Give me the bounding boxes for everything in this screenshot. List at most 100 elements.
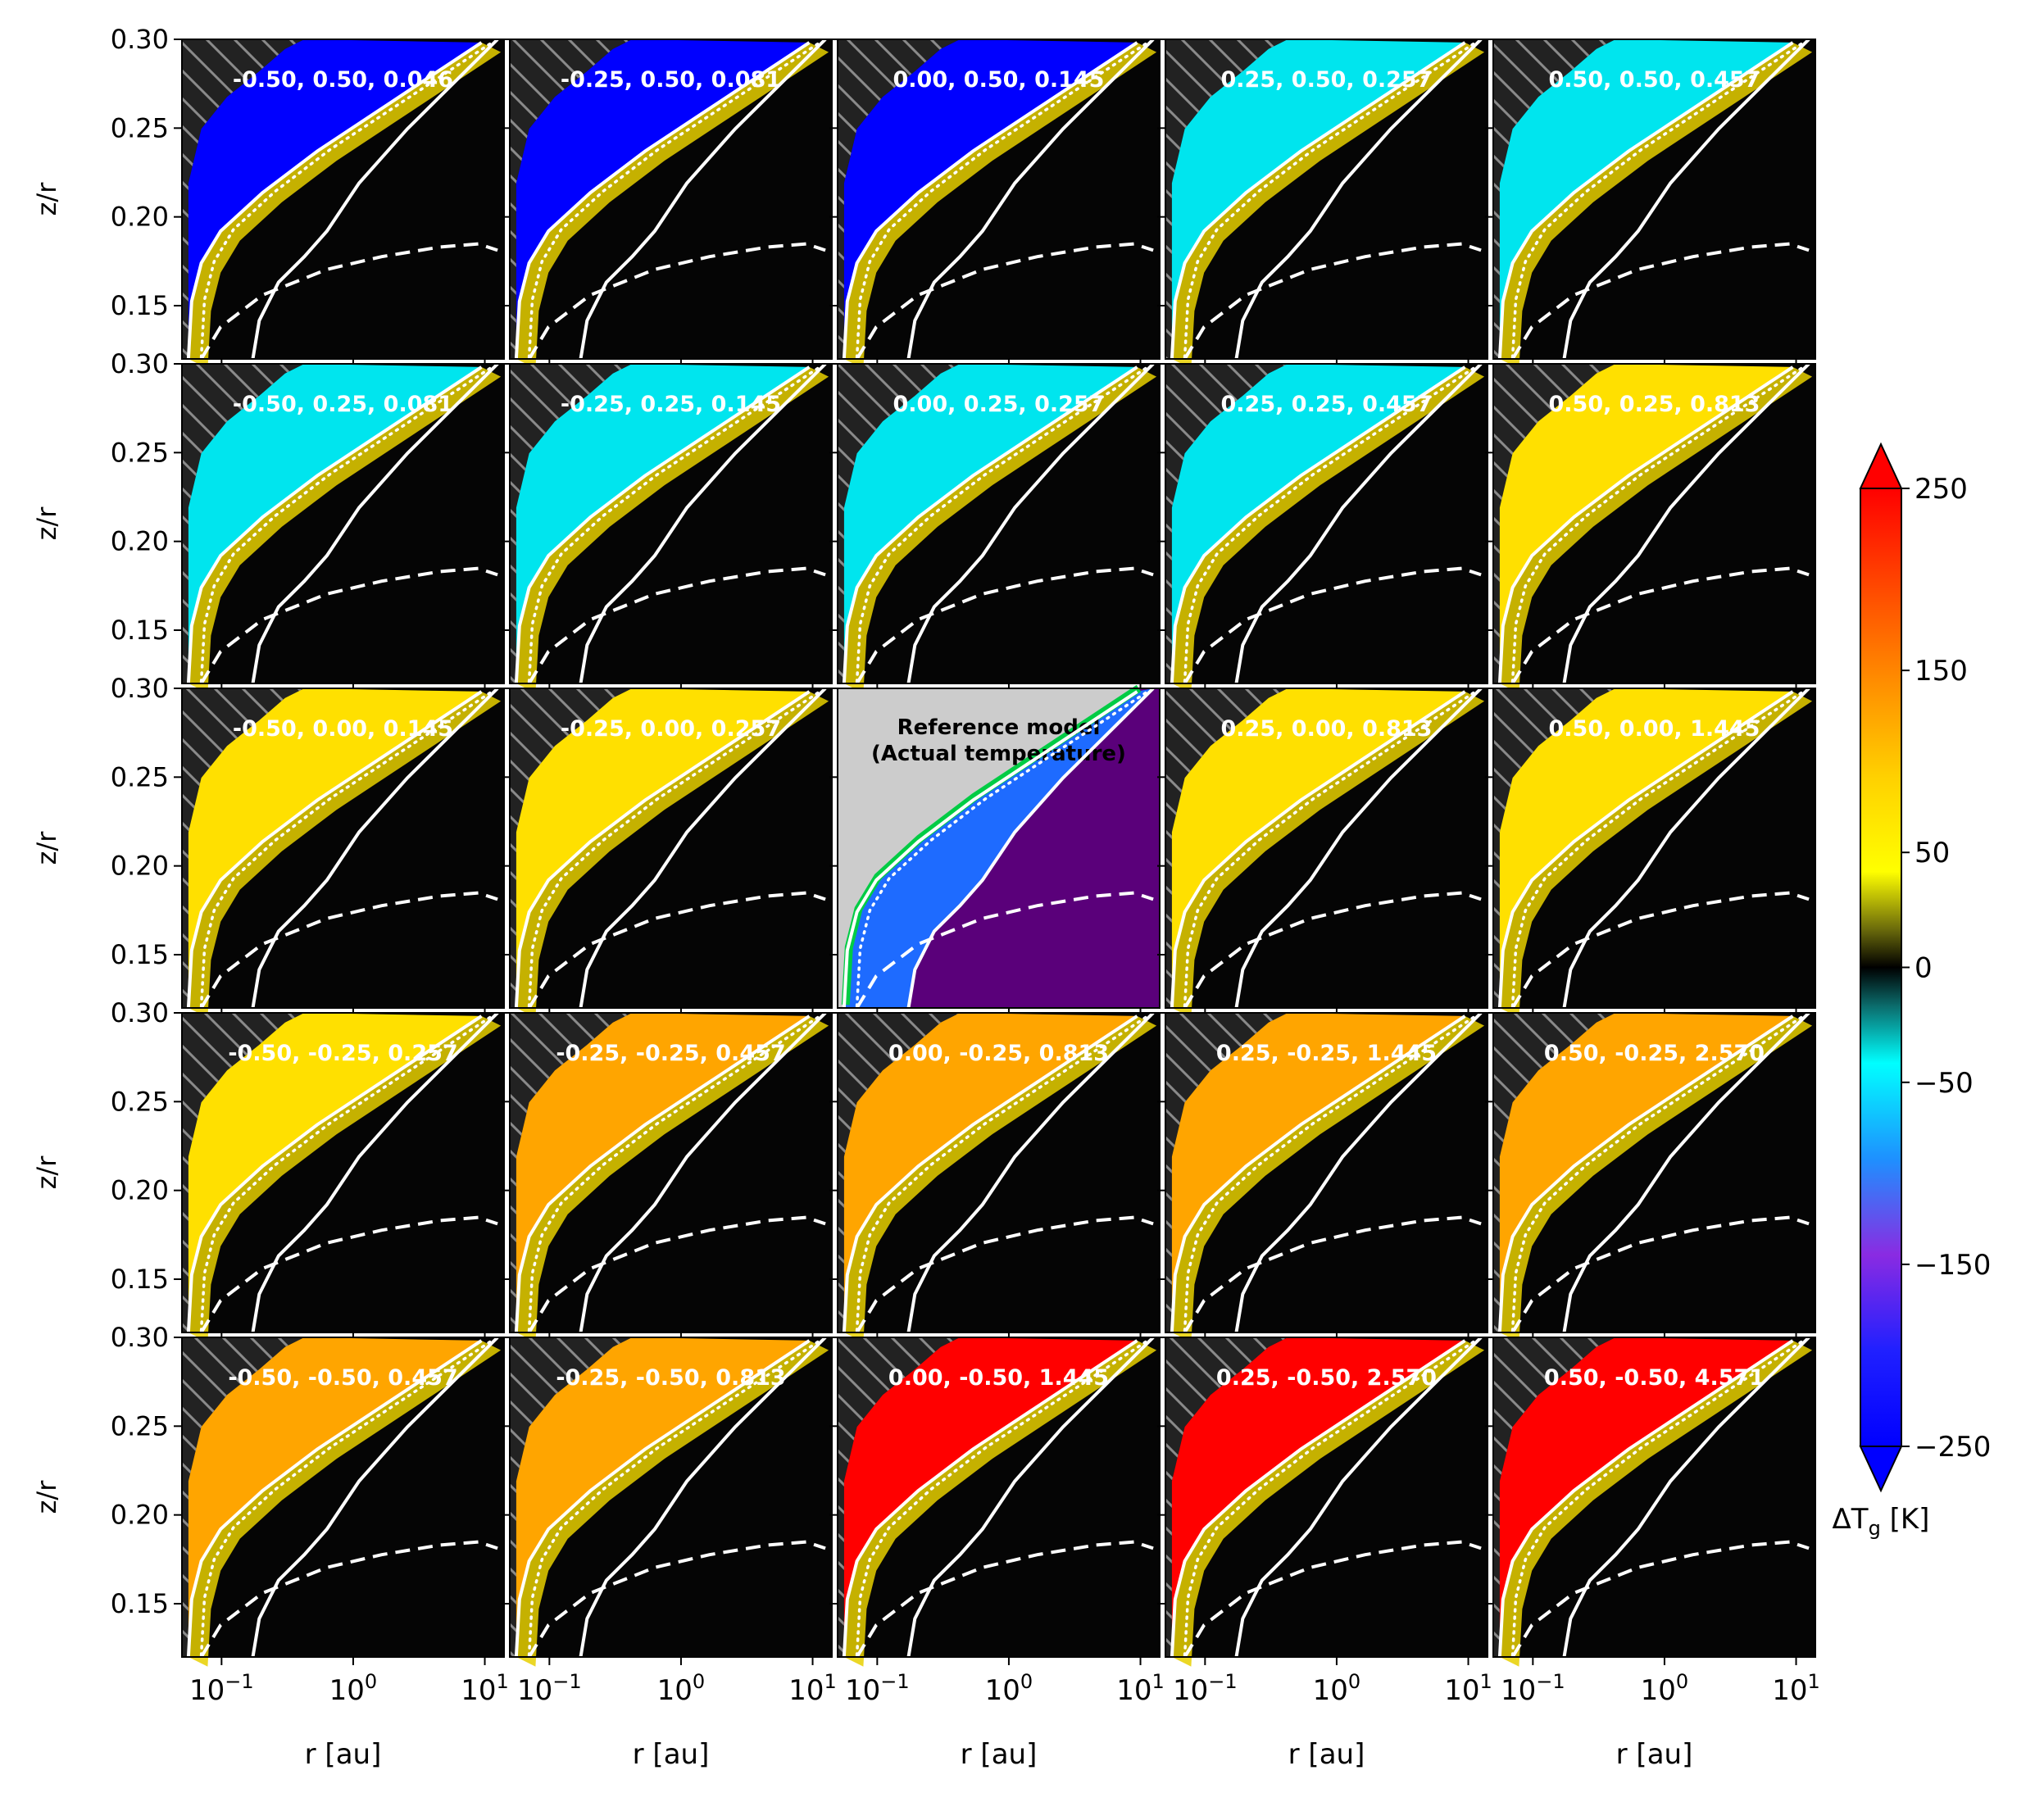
surface-contour [1170, 365, 1466, 684]
no-data-hatch [1165, 688, 1288, 1008]
panel-frame [1492, 39, 1816, 360]
y-tick-label: 0.30 [111, 24, 169, 55]
y-tick-label: 0.25 [111, 1086, 169, 1117]
dotted-contour [1510, 1013, 1807, 1332]
solid-contour [1234, 1011, 1483, 1333]
surface-contour [186, 1339, 483, 1658]
solid-contour [1234, 687, 1483, 1009]
dashed-contour [855, 1540, 1154, 1659]
panel-label: -0.50, 0.50, 0.046 [233, 67, 453, 93]
delta-t-region [1499, 1013, 1793, 1332]
dashed-contour [855, 891, 1154, 1010]
panel-label: -0.25, -0.25, 0.457 [556, 1041, 785, 1066]
surface-contour [1497, 1015, 1794, 1333]
solid-contour [579, 362, 827, 684]
surface-contour [186, 365, 483, 684]
dotted-contour [199, 1337, 496, 1657]
panel-frame [1492, 688, 1816, 1009]
dashed-contour [199, 242, 498, 361]
y-tick-label: 0.15 [111, 1264, 169, 1295]
panel-5-5: 0.50, -0.50, 4.571 [1485, 1336, 1816, 1667]
delta-t-region [1171, 688, 1465, 1008]
panel-label: 0.50, 0.25, 0.813 [1549, 392, 1760, 417]
panel-label: -0.50, -0.50, 0.457 [228, 1365, 457, 1391]
surface-contour [842, 41, 1138, 360]
no-data-hatch [838, 39, 961, 359]
no-data-hatch [182, 1337, 305, 1657]
panel-1-2: -0.25, 0.50, 0.081 [502, 38, 833, 369]
dashed-contour [1510, 1215, 1810, 1334]
panel-1-5: 0.50, 0.50, 0.457 [1485, 38, 1816, 369]
surface-contour [842, 1015, 1138, 1333]
no-data-hatch [182, 688, 305, 1008]
solid-contour [579, 1011, 827, 1333]
no-data-hatch [838, 1013, 961, 1332]
no-data-hatch [1493, 1337, 1616, 1657]
panel-3-4: 0.25, 0.00, 0.813 [1157, 687, 1488, 1018]
no-data-hatch [182, 1013, 305, 1332]
panel-frame [837, 688, 1161, 1009]
surface-contour [514, 1339, 811, 1658]
panel-frame [181, 363, 505, 684]
dotted-contour [527, 39, 824, 359]
dashed-contour [1183, 566, 1482, 685]
surface-contour [514, 690, 811, 1009]
x-tick-label: 10−1 [1501, 1670, 1565, 1707]
no-data-hatch [1493, 364, 1616, 683]
solid-contour [906, 38, 1155, 360]
dotted-contour [1183, 1013, 1479, 1332]
colorbar-tick-label: 150 [1915, 655, 1968, 688]
panel-label: -0.50, -0.25, 0.257 [228, 1041, 457, 1066]
x-tick-label: 10−1 [1173, 1670, 1238, 1707]
solid-contour [251, 1011, 499, 1333]
delta-t-region [1499, 688, 1793, 1008]
panel-4-3: 0.00, -0.25, 0.813 [829, 1011, 1161, 1342]
panel-label: 0.00, -0.50, 1.445 [888, 1365, 1109, 1391]
dotted-contour [1183, 1337, 1479, 1657]
y-axis-label: z/r [31, 182, 62, 216]
dashed-contour [527, 242, 826, 361]
delta-t-region [516, 364, 810, 683]
dotted-contour [199, 688, 496, 1008]
y-axis-label: z/r [31, 831, 62, 865]
colorbar-tick-label: 0 [1915, 952, 1933, 985]
dotted-contour [855, 39, 1151, 359]
delta-t-region [516, 1013, 810, 1332]
panel-frame [509, 688, 833, 1009]
x-tick-label: 101 [1444, 1670, 1492, 1707]
panel-frame [509, 39, 833, 360]
y-axis-label: z/r [31, 1480, 62, 1514]
surface-contour [842, 1339, 1138, 1658]
y-tick-label: 0.20 [111, 851, 169, 882]
x-axis-label: r [au] [1288, 1738, 1365, 1771]
delta-t-region [1499, 1337, 1793, 1657]
panel-4-4: 0.25, -0.25, 1.445 [1157, 1011, 1488, 1342]
panel-2-3: 0.00, 0.25, 0.257 [829, 362, 1161, 693]
dashed-contour [1183, 891, 1482, 1010]
panel-frame [837, 1337, 1161, 1658]
y-tick-label: 0.20 [111, 1500, 169, 1531]
x-tick-label: 100 [657, 1670, 706, 1707]
dashed-contour [199, 1215, 498, 1334]
y-tick-label: 0.20 [111, 202, 169, 233]
delta-t-region [1499, 39, 1793, 359]
no-data-hatch [1165, 1013, 1288, 1332]
solid-contour [906, 1011, 1155, 1333]
no-data-hatch [510, 1337, 633, 1657]
delta-t-region [843, 1013, 1138, 1332]
colorbar: 250 150 50 0 −50 −150 −250 ΔTg [K] [1833, 442, 1991, 1540]
panel-2-2: -0.25, 0.25, 0.145 [502, 362, 833, 693]
dotted-contour [1510, 1337, 1807, 1657]
panel-label: 0.25, 0.00, 0.813 [1221, 716, 1433, 742]
solid-contour [251, 1336, 499, 1658]
surface-contour [514, 365, 811, 684]
dotted-contour [527, 364, 824, 683]
delta-t-region [516, 1337, 810, 1657]
panel-1-3: 0.00, 0.50, 0.145 [829, 38, 1161, 369]
y-tick-label: 0.30 [111, 673, 169, 704]
x-axis-label: r [au] [961, 1738, 1038, 1771]
panel-label: 0.50, -0.50, 4.571 [1544, 1365, 1765, 1391]
dotted-contour [1510, 364, 1807, 683]
solid-contour [251, 362, 499, 684]
dotted-contour [527, 1337, 824, 1657]
